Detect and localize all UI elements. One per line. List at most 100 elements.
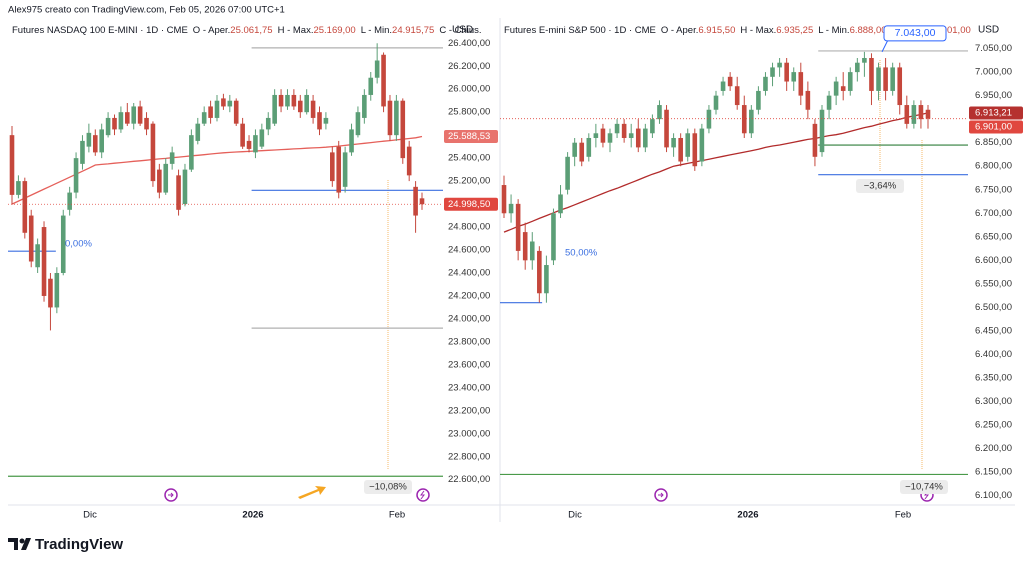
- legend-value: 6.901,00: [934, 25, 971, 36]
- legend-label: O - Aper.: [193, 25, 231, 36]
- chart-title: Futures NASDAQ 100 E-MINI · 1D · CME O - …: [12, 25, 482, 36]
- y-tick-label: 23.400,00: [448, 382, 490, 393]
- legend-label: H - Max.: [740, 25, 776, 36]
- candle-body: [400, 100, 406, 159]
- x-tick-label: 2026: [737, 510, 758, 521]
- legend-value: 25.061,75: [230, 25, 272, 36]
- candle-body: [515, 203, 521, 251]
- candle-body: [713, 95, 719, 110]
- legend-label: O - Aper.: [661, 25, 699, 36]
- candle-body: [278, 94, 284, 107]
- candle-body: [904, 105, 910, 124]
- legend-value: 6.915,50: [698, 25, 735, 36]
- candle-body: [233, 100, 239, 124]
- candle-body: [144, 117, 149, 130]
- candle-body: [558, 194, 563, 214]
- legend-value: 24.915,75: [392, 25, 434, 36]
- event-icon[interactable]: [654, 488, 668, 502]
- y-tick-label: 25.400,00: [448, 153, 490, 164]
- candle-body: [883, 67, 888, 91]
- candle-body: [876, 67, 881, 91]
- legend-value: 25.169,00: [313, 25, 355, 36]
- candle-body: [720, 81, 726, 91]
- legend-label: L - Min.: [818, 25, 849, 36]
- event-icon[interactable]: [416, 488, 430, 502]
- candle-body: [9, 135, 15, 195]
- annotation-box: [364, 480, 412, 494]
- y-tick-label: 26.400,00: [448, 38, 490, 49]
- x-tick-label: Feb: [895, 510, 911, 521]
- candle-body: [826, 95, 832, 110]
- candle-body: [419, 198, 425, 205]
- candle-body: [131, 106, 137, 124]
- candle-body: [317, 112, 322, 130]
- candle-body: [214, 100, 220, 118]
- candle-body: [246, 140, 252, 149]
- candle-body: [628, 133, 634, 138]
- annotation-box: [856, 179, 904, 193]
- candle-body: [544, 265, 549, 294]
- y-tick-label: 23.600,00: [448, 359, 490, 370]
- candle-body: [756, 90, 761, 110]
- candle-body: [579, 142, 585, 162]
- candle-body: [60, 215, 66, 273]
- y-tick-label: 6.300,00: [975, 396, 1012, 407]
- annotation: 50,00%: [565, 248, 598, 259]
- y-tick-label: 6.800,00: [975, 161, 1012, 172]
- annotation: −10,08%: [369, 482, 407, 493]
- candle-body: [565, 156, 570, 190]
- candle-body: [253, 135, 258, 153]
- candle-body: [833, 81, 839, 96]
- candle-body: [374, 60, 380, 78]
- candle-body: [529, 241, 535, 261]
- y-tick-label: 7.050,00: [975, 43, 1012, 54]
- y-tick-label: 24.200,00: [448, 290, 490, 301]
- candle-body: [918, 105, 924, 120]
- currency: USD: [978, 25, 999, 36]
- candle-body: [189, 135, 194, 170]
- candle-body: [265, 117, 271, 130]
- candle-body: [92, 135, 98, 153]
- annotation-box: [900, 480, 948, 494]
- candle-body: [671, 137, 676, 148]
- y-tick-label: 22.800,00: [448, 451, 490, 462]
- candle-body: [911, 105, 917, 124]
- annotation: 0,00%: [65, 239, 92, 250]
- candle-body: [349, 129, 354, 153]
- logo-icon: [8, 538, 31, 550]
- y-tick-label: 24.000,00: [448, 313, 490, 324]
- candle-body: [272, 94, 277, 124]
- y-tick-label: 24.800,00: [448, 222, 490, 233]
- candle-body: [259, 129, 265, 147]
- candle-body: [600, 128, 606, 143]
- candle-body: [163, 163, 169, 193]
- y-tick-label: 6.550,00: [975, 278, 1012, 289]
- candle-body: [297, 100, 303, 113]
- candle-body: [195, 123, 201, 141]
- candle-body: [362, 94, 367, 118]
- candle-body: [336, 146, 342, 193]
- y-tick-label: 6.500,00: [975, 302, 1012, 313]
- y-tick-label: 6.400,00: [975, 349, 1012, 360]
- candle-body: [35, 244, 40, 268]
- candle-body: [657, 105, 662, 120]
- legend-label: H - Max.: [278, 25, 314, 36]
- candle-body: [169, 152, 175, 164]
- candle-body: [406, 146, 412, 176]
- candle-body: [791, 72, 797, 82]
- event-icon[interactable]: [164, 488, 178, 502]
- candle-body: [537, 250, 542, 294]
- candle-body: [522, 232, 528, 261]
- candle-body: [125, 112, 130, 124]
- candle-body: [112, 117, 117, 130]
- candle-body: [593, 133, 599, 138]
- candle-body: [157, 169, 162, 193]
- candle-body: [805, 90, 811, 110]
- candle-body: [413, 186, 418, 216]
- candle-body: [221, 98, 226, 107]
- price-label: 6.901,00: [975, 121, 1012, 132]
- candle-body: [368, 77, 374, 95]
- candle-body: [381, 54, 386, 107]
- y-tick-label: 6.850,00: [975, 137, 1012, 148]
